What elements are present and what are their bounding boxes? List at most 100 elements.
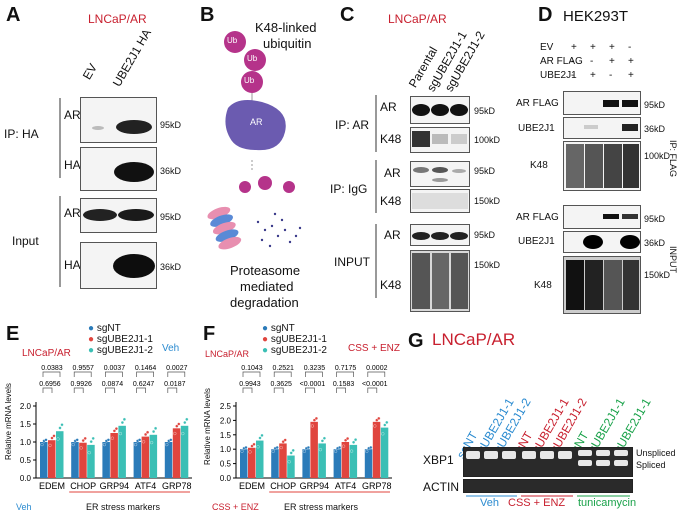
input-label: Input [12, 234, 39, 248]
data-point [346, 436, 350, 441]
xbp1-label: XBP1 [423, 453, 454, 467]
ip-igg-label: IP: IgG [330, 182, 368, 196]
data-point [185, 417, 189, 421]
pvalue-label: 0.0002 [366, 365, 388, 372]
bar [240, 449, 248, 478]
pvalue-label: 0.0383 [41, 365, 63, 372]
data-point [283, 438, 287, 442]
data-point [44, 438, 48, 442]
y-tick-label: 1.5 [20, 420, 32, 429]
data-point [52, 434, 56, 438]
data-point [122, 417, 126, 421]
data-point [118, 432, 122, 436]
row-label: AR [384, 166, 401, 180]
mark: + [628, 70, 634, 81]
panel-letter-f: F [203, 323, 216, 345]
row-label: K48 [380, 278, 402, 292]
mark: + [609, 56, 615, 67]
data-point [352, 440, 356, 444]
legend-sgube2j1-2: ● sgUBE2J1-2 [262, 345, 327, 356]
pvalue-bracket [336, 371, 354, 377]
actin-label-visible: ACTIN [423, 480, 459, 494]
x-tick-label: GRP78 [362, 481, 392, 491]
kd-label: 150kD [474, 260, 501, 270]
blot-ip-ar [80, 97, 157, 143]
legend-sgube2j1-1: ● sgUBE2J1-1 [88, 334, 153, 345]
mark: - [590, 56, 594, 67]
proteasome-caption: mediated [240, 279, 294, 294]
data-point [175, 424, 179, 428]
data-point [338, 445, 342, 450]
mark: + [590, 42, 596, 53]
er-stress-label: ER stress markers [284, 502, 359, 512]
pvalue-label: 0.0027 [166, 365, 188, 372]
data-point [102, 443, 106, 447]
mark: - [571, 70, 575, 81]
mark: + [571, 42, 577, 53]
data-point [291, 448, 295, 452]
legend-text: sgNT [96, 323, 121, 334]
y-tick-label: 0.5 [20, 456, 32, 465]
kd-label: 150kD [474, 196, 501, 206]
bar [102, 442, 110, 478]
data-point [252, 442, 256, 446]
legend-text: sgNT [270, 323, 295, 334]
kd-label: 95kD [474, 106, 496, 116]
data-point [50, 436, 54, 440]
bar [349, 444, 358, 478]
pvalue-label: 0.0874 [102, 381, 124, 388]
panel-e-condition-bottom: Veh [16, 502, 32, 512]
data-point [110, 436, 114, 440]
group-veh: Veh [480, 497, 499, 509]
bar [248, 447, 256, 478]
data-point [150, 441, 154, 445]
data-point [58, 426, 62, 430]
pvalue-bracket [367, 371, 386, 377]
legend-sgube2j1-2: ● sgUBE2J1-2 [88, 345, 153, 356]
kd-label: 95kD [474, 166, 496, 176]
pvalue-bracket [136, 387, 146, 393]
proteasome-caption: degradation [230, 295, 299, 310]
data-point [279, 446, 283, 450]
data-point [60, 423, 64, 427]
bar [310, 421, 318, 478]
bar [341, 442, 350, 478]
pvalue-label: <0.0001 [300, 381, 326, 388]
data-point [342, 444, 346, 448]
chart-f: 0.0 0.5 1.0 1.5 2.0 2.5 EDEM 0.1043 0.9943 CHOP 0.… [220, 365, 392, 493]
panel-g-title: LNCaP/AR [432, 330, 516, 349]
kd-label: 36kD [160, 166, 182, 176]
bar [164, 442, 173, 478]
y-tick-label: 1.0 [220, 445, 232, 454]
row-label: AR [64, 206, 81, 220]
data-point [258, 436, 262, 440]
kd-label: 95kD [160, 212, 182, 222]
data-point [48, 443, 52, 447]
row-label: HA [64, 158, 81, 172]
ip-label: IP: HA [4, 127, 39, 141]
row-label: AR FLAG [516, 212, 559, 223]
bar [118, 425, 126, 478]
data-point [306, 445, 310, 450]
data-point [89, 440, 93, 444]
kd-label: 150kD [644, 270, 671, 280]
data-point [256, 445, 260, 449]
pvalue-label: 0.9557 [72, 365, 94, 372]
data-point [344, 438, 348, 442]
panel-d-title: HEK293T [563, 8, 629, 25]
panel-a-title: LNCaP/AR [88, 12, 147, 26]
pvalue-bracket [367, 387, 378, 393]
pvalue-bracket [273, 387, 284, 393]
k48-linked-label: K48-linked [255, 20, 317, 35]
bar [302, 449, 310, 478]
row-label: AR [64, 108, 81, 122]
data-point [120, 421, 124, 425]
pvalue-label: <0.0001 [362, 381, 388, 388]
mark: + [590, 70, 596, 81]
row-label: AR [380, 100, 397, 114]
pvalue-label: 0.3235 [304, 365, 326, 372]
data-point [365, 449, 369, 453]
data-point [275, 445, 279, 450]
